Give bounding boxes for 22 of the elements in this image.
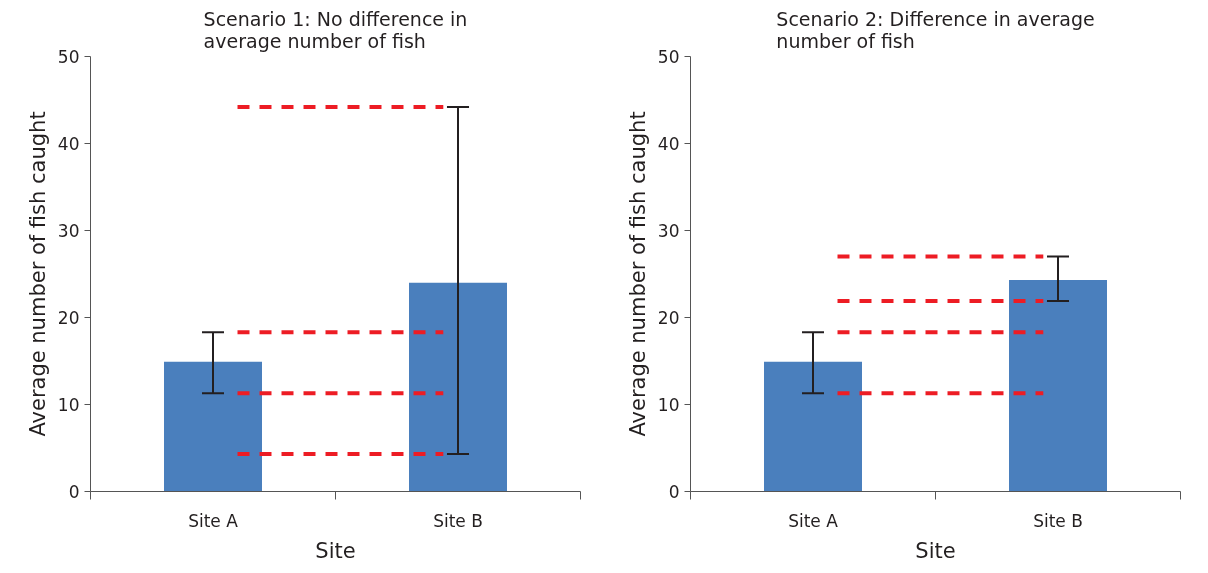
y-tick-label: 20 — [657, 308, 680, 328]
x-tick-label: Site A — [788, 510, 839, 531]
y-tick-label: 40 — [57, 134, 80, 154]
y-tick-label: 50 — [57, 47, 80, 67]
x-tick-label: Site B — [1033, 510, 1083, 531]
y-tick-label: 0 — [668, 482, 680, 502]
chart-title: Scenario 1: No difference in average number of fish — [203, 7, 468, 52]
x-tick-label: Site B — [433, 510, 483, 531]
y-tick-label: 40 — [657, 134, 680, 154]
y-tick-label: 10 — [657, 395, 680, 415]
y-axis-title: Average number of fish caught — [625, 111, 650, 437]
y-axis-title: Average number of fish caught — [25, 111, 50, 437]
y-tick-label: 10 — [57, 395, 80, 415]
x-axis-title: Site — [915, 538, 956, 563]
y-tick-label: 50 — [657, 47, 680, 67]
x-axis-title: Site — [315, 538, 356, 563]
y-tick-label: 30 — [57, 221, 80, 241]
y-tick-label: 30 — [657, 221, 680, 241]
chart-title: Scenario 2: Difference in average number of fish — [776, 7, 1095, 52]
y-tick-label: 20 — [57, 308, 80, 328]
x-tick-label: Site A — [188, 510, 239, 531]
y-tick-label: 0 — [68, 482, 80, 502]
